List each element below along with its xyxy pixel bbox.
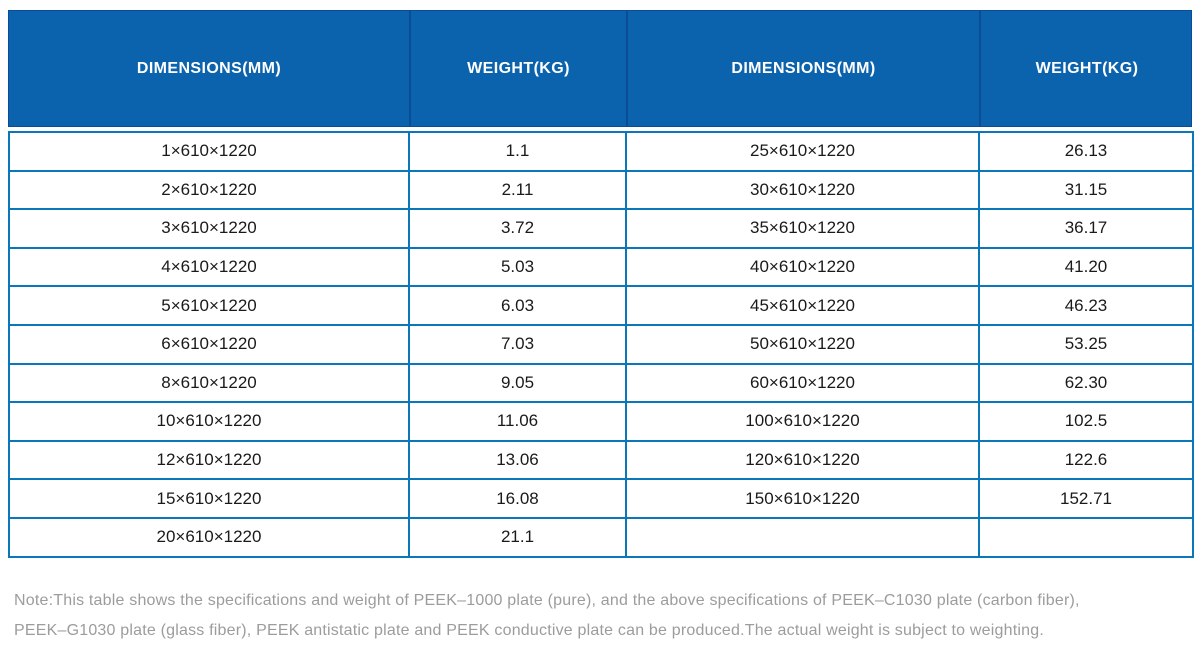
table-row: 8×610×1220 9.05 60×610×1220 62.30 [8,362,1194,404]
table-row: 15×610×1220 16.08 150×610×1220 152.71 [8,478,1194,519]
dimensions-cell: 50×610×1220 [625,323,980,365]
dimensions-cell [625,516,980,558]
weight-cell: 16.08 [408,478,627,519]
dimensions-cell: 10×610×1220 [8,401,410,442]
dimensions-cell: 60×610×1220 [625,362,980,404]
weight-cell: 102.5 [978,401,1194,442]
note-text: Note:This table shows the specifications… [14,586,1194,646]
weight-cell: 36.17 [978,208,1194,249]
weight-cell [978,516,1194,558]
weight-cell: 11.06 [408,401,627,442]
table-row: 20×610×1220 21.1 [8,516,1194,558]
spec-table-body-table: 1×610×1220 1.1 25×610×1220 26.13 2×610×1220 2… [8,131,1194,558]
weight-cell: 9.05 [408,362,627,404]
dimensions-cell: 120×610×1220 [625,439,980,481]
dimensions-cell: 8×610×1220 [8,362,410,404]
note-line-2: PEEK–G1030 plate (glass fiber), PEEK ant… [14,622,1044,639]
weight-cell: 1.1 [408,131,627,172]
table-row: 2×610×1220 2.11 30×610×1220 31.15 [8,169,1194,211]
table-row: 12×610×1220 13.06 120×610×1220 122.6 [8,439,1194,481]
spec-table-body: 1×610×1220 1.1 25×610×1220 26.13 2×610×1220 2… [8,131,1194,558]
dimensions-cell: 12×610×1220 [8,439,410,481]
dimensions-cell: 25×610×1220 [625,131,980,172]
dimensions-cell: 100×610×1220 [625,401,980,442]
header-dimensions-right: DIMENSIONS(MM) [626,11,979,126]
weight-cell: 122.6 [978,439,1194,481]
weight-cell: 62.30 [978,362,1194,404]
weight-cell: 53.25 [978,323,1194,365]
dimensions-cell: 30×610×1220 [625,169,980,211]
weight-cell: 3.72 [408,208,627,249]
table-row: 3×610×1220 3.72 35×610×1220 36.17 [8,208,1194,249]
dimensions-cell: 20×610×1220 [8,516,410,558]
table-header-row: DIMENSIONS(MM) WEIGHT(KG) DIMENSIONS(MM)… [8,10,1192,127]
table-row: 5×610×1220 6.03 45×610×1220 46.23 [8,285,1194,326]
header-weight-right: WEIGHT(KG) [979,11,1193,126]
note-line-1: Note:This table shows the specifications… [14,592,1080,609]
dimensions-cell: 1×610×1220 [8,131,410,172]
weight-cell: 7.03 [408,323,627,365]
weight-cell: 13.06 [408,439,627,481]
weight-cell: 46.23 [978,285,1194,326]
weight-cell: 21.1 [408,516,627,558]
header-dimensions-left: DIMENSIONS(MM) [136,59,282,77]
table-row: 6×610×1220 7.03 50×610×1220 53.25 [8,323,1194,365]
dimensions-cell: 6×610×1220 [8,323,410,365]
weight-cell: 152.71 [978,478,1194,519]
dimensions-cell: 2×610×1220 [8,169,410,211]
weight-cell: 2.11 [408,169,627,211]
dimensions-cell: 3×610×1220 [8,208,410,249]
dimensions-cell: 45×610×1220 [625,285,980,326]
weight-cell: 26.13 [978,131,1194,172]
dimensions-cell: 150×610×1220 [625,478,980,519]
table-row: 10×610×1220 11.06 100×610×1220 102.5 [8,401,1194,442]
table-row: 1×610×1220 1.1 25×610×1220 26.13 [8,131,1194,172]
spec-table: DIMENSIONS(MM) WEIGHT(KG) DIMENSIONS(MM)… [8,10,1194,558]
dimensions-cell: 4×610×1220 [8,246,410,288]
weight-cell: 6.03 [408,285,627,326]
weight-cell: 31.15 [978,169,1194,211]
dimensions-cell: 35×610×1220 [625,208,980,249]
weight-cell: 5.03 [408,246,627,288]
dimensions-cell: 5×610×1220 [8,285,410,326]
dimensions-cell: 15×610×1220 [8,478,410,519]
dimensions-cell: 40×610×1220 [625,246,980,288]
weight-cell: 41.20 [978,246,1194,288]
table-row: 4×610×1220 5.03 40×610×1220 41.20 [8,246,1194,288]
header-weight-left: WEIGHT(KG) [409,11,626,126]
